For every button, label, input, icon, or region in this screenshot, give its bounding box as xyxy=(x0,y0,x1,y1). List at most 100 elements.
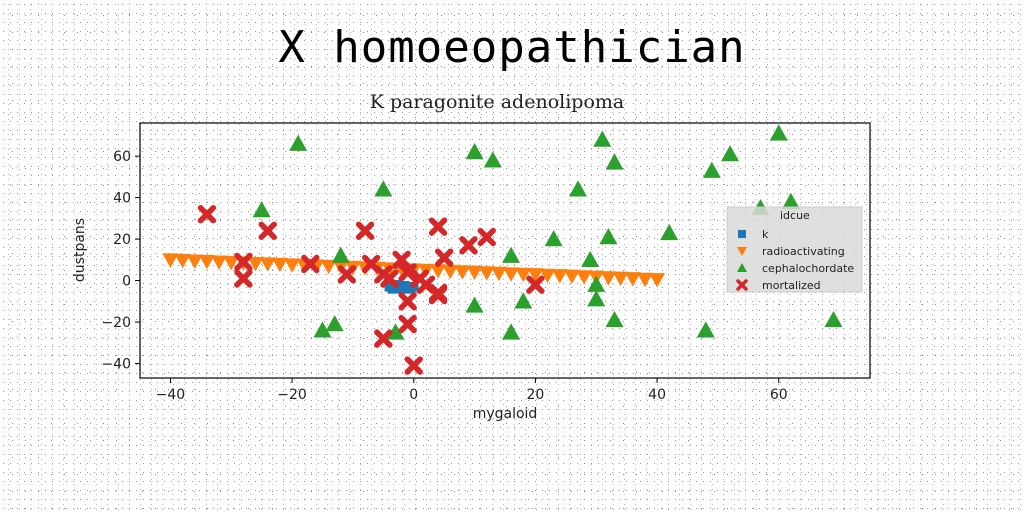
point-mortalized xyxy=(301,254,320,274)
x-tick-label: 60 xyxy=(770,387,788,403)
point-radioactivating xyxy=(649,273,666,288)
y-tick-label: 20 xyxy=(113,232,131,248)
point-cephalochordate xyxy=(252,201,271,218)
point-mortalized xyxy=(526,275,545,294)
x-tick-label: 40 xyxy=(648,387,666,403)
legend: idcue k radioactivating cephalochordate mor… xyxy=(726,206,863,293)
point-cephalochordate xyxy=(696,321,715,338)
point-radioactivating xyxy=(612,271,629,287)
plot-area xyxy=(139,122,871,379)
series-mortalized xyxy=(197,205,545,375)
point-radioactivating xyxy=(320,259,337,275)
y-tick-label: 40 xyxy=(113,191,131,207)
point-radioactivating xyxy=(478,266,495,281)
point-cephalochordate xyxy=(514,292,533,309)
point-cephalochordate xyxy=(386,323,405,340)
legend-label: mortalized xyxy=(762,279,821,292)
point-cephalochordate xyxy=(502,323,521,340)
y-axis-label: dustpans xyxy=(72,218,88,282)
point-radioactivating xyxy=(466,265,483,281)
point-radioactivating xyxy=(490,266,507,282)
point-cephalochordate xyxy=(465,143,484,160)
x-tick-label: −40 xyxy=(156,387,186,403)
point-radioactivating xyxy=(247,256,264,272)
point-radioactivating xyxy=(527,268,544,283)
point-cephalochordate xyxy=(374,180,393,197)
legend-title: idcue xyxy=(780,209,810,222)
legend-marker-cephalochordate xyxy=(737,263,747,272)
legend-marker-mortalized xyxy=(736,279,748,291)
point-cephalochordate xyxy=(593,130,612,147)
point-cephalochordate xyxy=(544,230,563,247)
y-tick-label: −20 xyxy=(101,315,131,331)
point-radioactivating xyxy=(576,270,593,285)
point-radioactivating xyxy=(624,272,641,287)
point-mortalized xyxy=(398,263,417,282)
point-radioactivating xyxy=(162,253,179,268)
point-radioactivating xyxy=(636,272,653,288)
point-cephalochordate xyxy=(581,250,600,268)
point-cephalochordate xyxy=(702,161,721,178)
point-radioactivating xyxy=(600,271,617,286)
point-radioactivating xyxy=(454,265,471,280)
legend-label: radioactivating xyxy=(762,245,845,258)
point-radioactivating xyxy=(503,267,520,282)
point-cephalochordate xyxy=(587,275,606,292)
x-tick-label: −20 xyxy=(277,387,307,403)
point-mortalized xyxy=(398,292,417,311)
y-tick-label: 0 xyxy=(122,274,131,290)
point-mortalized xyxy=(337,265,357,284)
legend-label: cephalochordate xyxy=(762,262,854,275)
point-radioactivating xyxy=(430,264,447,279)
figure-title: X homoeopathician xyxy=(278,22,746,73)
point-radioactivating xyxy=(284,258,301,273)
point-cephalochordate xyxy=(769,124,788,141)
point-cephalochordate xyxy=(465,296,484,313)
point-mortalized xyxy=(234,252,253,272)
x-tick-label: 20 xyxy=(527,387,545,403)
point-mortalized xyxy=(197,205,217,224)
point-radioactivating xyxy=(186,254,203,269)
point-mortalized xyxy=(428,217,448,236)
data-marks xyxy=(162,124,843,375)
point-cephalochordate xyxy=(721,145,740,162)
point-mortalized xyxy=(434,248,454,267)
point-radioactivating xyxy=(174,253,191,269)
point-cephalochordate xyxy=(599,228,618,245)
point-mortalized xyxy=(374,329,393,348)
legend-marker-k xyxy=(738,230,746,238)
point-cephalochordate xyxy=(325,315,344,332)
point-mortalized xyxy=(380,269,399,288)
y-tick-label: −40 xyxy=(101,356,131,372)
point-radioactivating xyxy=(442,264,459,280)
chart-title: K paragonite adenolipoma xyxy=(370,91,624,113)
point-radioactivating xyxy=(539,268,556,284)
point-cephalochordate xyxy=(313,321,332,338)
point-radioactivating xyxy=(271,257,288,273)
point-mortalized xyxy=(234,269,253,288)
point-mortalized xyxy=(477,227,496,247)
point-cephalochordate xyxy=(502,246,521,263)
axis-ticks: −40 −20 0 20 40 60 −40 −20 0 20 40 60 xyxy=(101,149,787,403)
point-radioactivating xyxy=(551,269,568,284)
point-cephalochordate xyxy=(824,310,843,328)
series-cephalochordate xyxy=(252,124,843,340)
x-tick-label: 0 xyxy=(409,387,418,403)
point-mortalized xyxy=(428,285,448,305)
point-radioactivating xyxy=(563,269,580,284)
legend-entries: k radioactivating cephalochordate mortalize… xyxy=(736,228,854,292)
point-mortalized xyxy=(398,314,417,334)
point-radioactivating xyxy=(515,267,532,283)
point-cephalochordate xyxy=(605,310,624,328)
point-cephalochordate xyxy=(569,180,587,197)
y-tick-label: 60 xyxy=(113,149,131,165)
point-cephalochordate xyxy=(587,290,606,307)
point-radioactivating xyxy=(211,255,228,270)
legend-box xyxy=(726,206,863,293)
point-cephalochordate xyxy=(331,246,350,263)
legend-label: k xyxy=(762,228,769,241)
point-mortalized xyxy=(392,250,411,270)
point-radioactivating xyxy=(259,257,276,272)
